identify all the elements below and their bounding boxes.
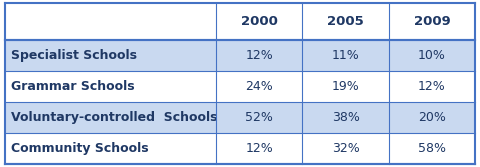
Text: 32%: 32% [332, 142, 360, 155]
Bar [5, 133, 475, 164]
Text: Specialist Schools: Specialist Schools [11, 49, 136, 62]
Bar [5, 71, 475, 102]
Text: 12%: 12% [245, 142, 273, 155]
Text: 10%: 10% [418, 49, 446, 62]
Text: 19%: 19% [332, 80, 360, 93]
Text: Voluntary-controlled  Schools: Voluntary-controlled Schools [11, 111, 217, 124]
Bar [5, 40, 475, 71]
Text: 2005: 2005 [327, 15, 364, 28]
Text: 12%: 12% [245, 49, 273, 62]
Text: 20%: 20% [418, 111, 446, 124]
Text: Grammar Schools: Grammar Schools [11, 80, 134, 93]
Text: Community Schools: Community Schools [11, 142, 148, 155]
Bar [5, 102, 475, 133]
Text: 58%: 58% [418, 142, 446, 155]
Text: 52%: 52% [245, 111, 273, 124]
Text: 24%: 24% [245, 80, 273, 93]
Bar [5, 3, 475, 40]
Text: 38%: 38% [332, 111, 360, 124]
Text: 2000: 2000 [241, 15, 277, 28]
Text: 11%: 11% [332, 49, 360, 62]
Text: 2009: 2009 [414, 15, 450, 28]
Text: 12%: 12% [418, 80, 446, 93]
